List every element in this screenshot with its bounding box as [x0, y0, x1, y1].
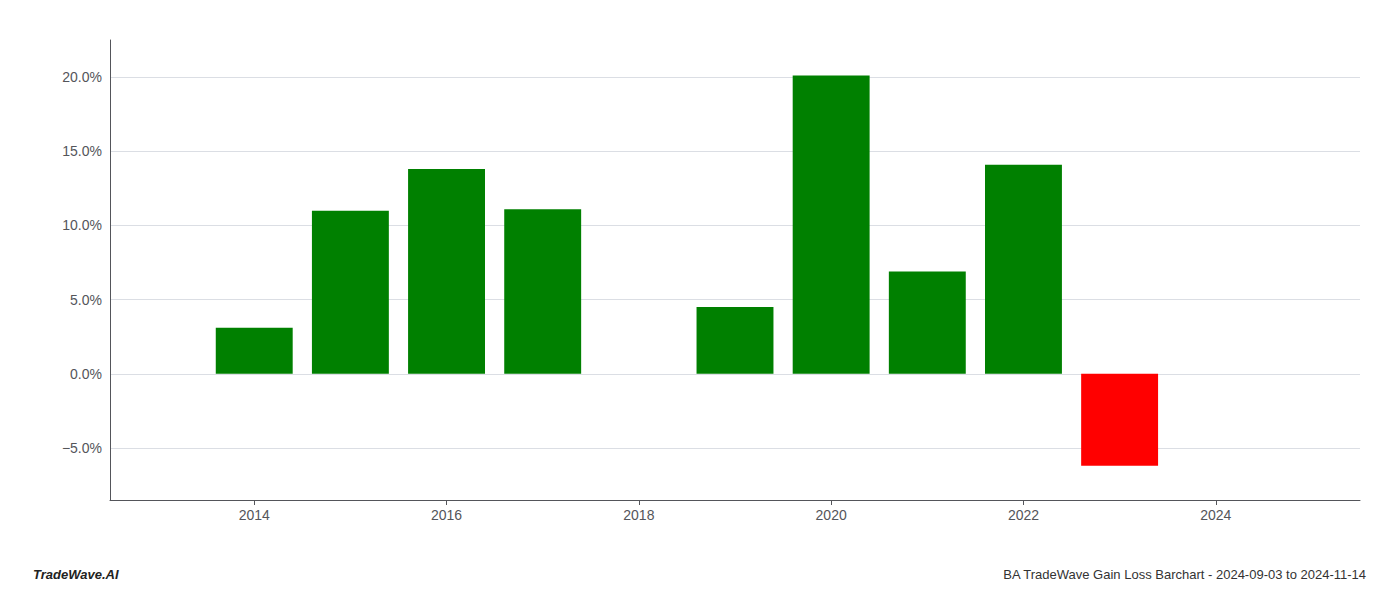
svg-text:BA TradeWave Gain Loss Barchar: BA TradeWave Gain Loss Barchart - 2024-0… — [1003, 567, 1366, 582]
svg-text:TradeWave.AI: TradeWave.AI — [33, 567, 119, 582]
svg-text:−5.0%: −5.0% — [62, 440, 102, 456]
svg-text:2022: 2022 — [1008, 507, 1039, 523]
svg-text:0.0%: 0.0% — [70, 366, 102, 382]
svg-text:15.0%: 15.0% — [62, 143, 102, 159]
svg-text:20.0%: 20.0% — [62, 69, 102, 85]
svg-text:2018: 2018 — [623, 507, 654, 523]
svg-text:2020: 2020 — [816, 507, 847, 523]
svg-text:5.0%: 5.0% — [70, 292, 102, 308]
svg-text:2016: 2016 — [431, 507, 462, 523]
svg-text:2024: 2024 — [1200, 507, 1231, 523]
svg-text:2014: 2014 — [239, 507, 270, 523]
svg-text:10.0%: 10.0% — [62, 217, 102, 233]
